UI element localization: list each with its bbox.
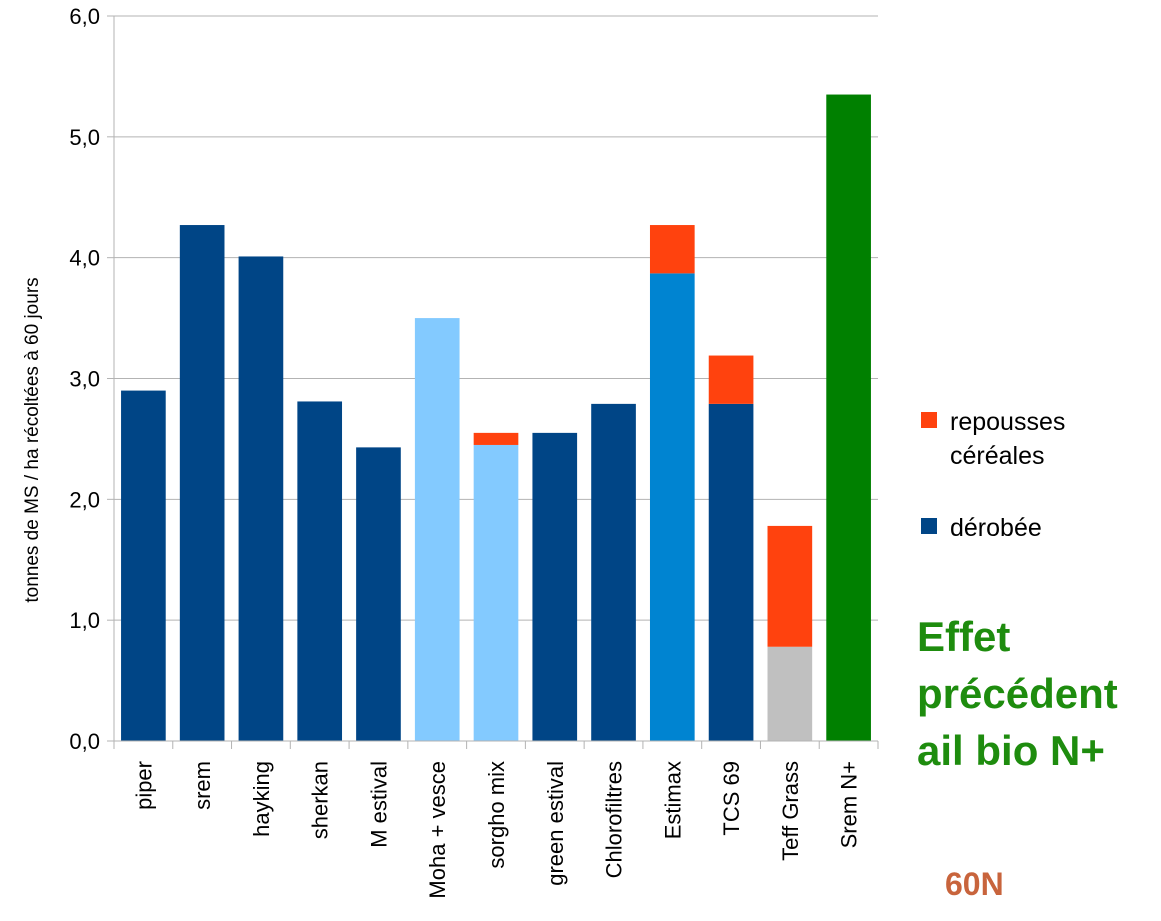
- bar-derobee: [649, 273, 695, 741]
- legend-swatch-repousses: [921, 412, 937, 428]
- bar-repousses: [473, 432, 519, 445]
- y-tick-label: 3,0: [69, 367, 100, 392]
- y-tick-label: 2,0: [69, 487, 100, 512]
- annotation-effet: Effet précédent ail bio N+: [917, 613, 1118, 774]
- x-tick-label: piper: [131, 761, 156, 810]
- bar-derobee: [532, 432, 578, 741]
- x-tick-label: srem: [190, 761, 215, 810]
- x-tick-label: sorgho mix: [484, 761, 509, 869]
- bar-derobee: [473, 444, 519, 741]
- legend-label-repousses: repousses céréales: [950, 408, 1066, 470]
- x-tick-label: sherkan: [308, 761, 333, 839]
- legend-label-derobee: dérobée: [950, 514, 1042, 542]
- bar-repousses: [708, 355, 754, 404]
- y-tick-label: 0,0: [69, 729, 100, 754]
- x-tick-label: Moha + vesce: [425, 761, 450, 899]
- bars: [121, 94, 871, 741]
- bar-repousses: [767, 525, 813, 647]
- y-tick-label: 1,0: [69, 608, 100, 633]
- x-tick-label: green estival: [543, 761, 568, 886]
- bar-derobee: [708, 403, 754, 741]
- bar-derobee: [591, 403, 636, 741]
- x-tick-label: Srem N+: [837, 761, 862, 848]
- y-axis-label: tonnes de MS / ha récoltées à 60 jours: [22, 277, 43, 602]
- x-tick-label: Estimax: [660, 761, 685, 839]
- legend-swatch-derobee: [921, 518, 937, 534]
- y-tick-label: 5,0: [69, 125, 100, 150]
- x-tick-label: TCS 69: [719, 761, 744, 836]
- y-tick-label: 4,0: [69, 246, 100, 271]
- axes: [107, 15, 879, 749]
- bar-derobee: [179, 225, 225, 741]
- bar-repousses: [649, 225, 695, 274]
- bar-derobee: [238, 256, 284, 741]
- bar-derobee: [356, 447, 401, 741]
- y-tick-label: 6,0: [69, 4, 100, 29]
- bar-derobee: [297, 401, 343, 741]
- x-tick-labels: piper srem hayking sherkan M estival Moha + v…: [131, 761, 861, 899]
- bar-derobee: [121, 390, 166, 741]
- x-tick-label: Teff Grass: [778, 761, 803, 861]
- x-tick-label: M estival: [366, 761, 391, 848]
- y-tick-labels: 0,0 1,0 2,0 3,0 4,0 5,0 6,0: [69, 4, 100, 754]
- x-tick-label: Chlorofiltres: [602, 761, 627, 878]
- bar-derobee: [767, 646, 813, 741]
- x-tick-label: hayking: [249, 761, 274, 837]
- bar-derobee: [414, 318, 460, 741]
- annotation-60n: 60N: [945, 866, 1004, 902]
- bar-derobee: [826, 94, 871, 741]
